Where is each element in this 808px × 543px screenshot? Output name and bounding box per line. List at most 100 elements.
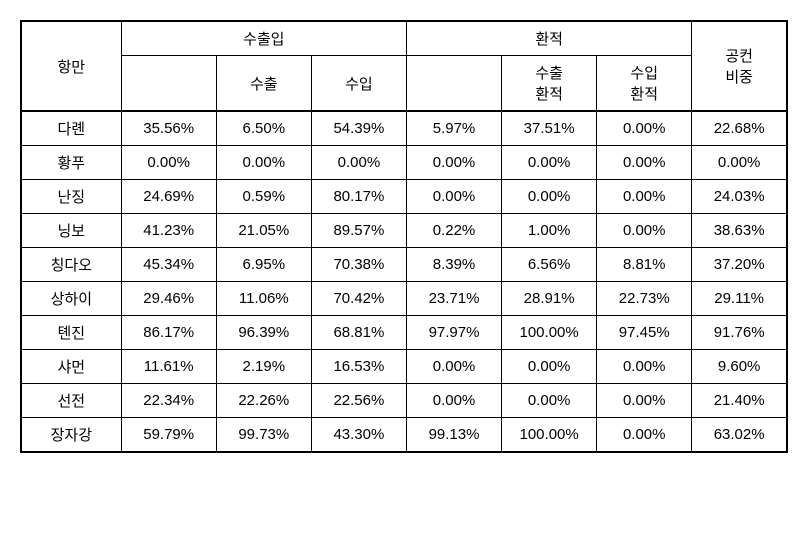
cell-exp-imp: 0.00%: [121, 146, 216, 180]
cell-export: 0.00%: [216, 146, 311, 180]
cell-import: 22.56%: [311, 384, 406, 418]
cell-port: 난징: [21, 180, 121, 214]
cell-port: 샤먼: [21, 350, 121, 384]
cell-ts-exp: 37.51%: [502, 111, 597, 146]
cell-ts: 0.00%: [406, 384, 501, 418]
cell-ts-imp: 0.00%: [597, 350, 692, 384]
cell-import: 16.53%: [311, 350, 406, 384]
cell-exp-imp: 35.56%: [121, 111, 216, 146]
table-row: 샤먼11.61%2.19%16.53%0.00%0.00%0.00%9.60%: [21, 350, 787, 384]
cell-port: 칭다오: [21, 248, 121, 282]
cell-port: 다롄: [21, 111, 121, 146]
cell-exp-imp: 41.23%: [121, 214, 216, 248]
cell-import: 68.81%: [311, 316, 406, 350]
cell-ts-imp: 22.73%: [597, 282, 692, 316]
cell-ts: 8.39%: [406, 248, 501, 282]
cell-port: 톈진: [21, 316, 121, 350]
cell-port: 상하이: [21, 282, 121, 316]
cell-import: 54.39%: [311, 111, 406, 146]
cell-ts: 0.22%: [406, 214, 501, 248]
table-body: 다롄35.56%6.50%54.39%5.97%37.51%0.00%22.68…: [21, 111, 787, 452]
header-ts-imp-line1: 수입: [630, 65, 658, 82]
cell-ts-imp: 0.00%: [597, 111, 692, 146]
cell-export: 6.50%: [216, 111, 311, 146]
cell-empty: 91.76%: [692, 316, 787, 350]
cell-exp-imp: 24.69%: [121, 180, 216, 214]
cell-exp-imp: 86.17%: [121, 316, 216, 350]
cell-exp-imp: 11.61%: [121, 350, 216, 384]
header-ts-exp-line1: 수출: [535, 65, 563, 82]
cell-export: 2.19%: [216, 350, 311, 384]
header-ts-sub: [406, 56, 501, 112]
cell-ts: 5.97%: [406, 111, 501, 146]
table-header: 항만 수출입 환적 공컨비중 수출 수입 수출환적 수입환적: [21, 21, 787, 111]
port-statistics-table: 항만 수출입 환적 공컨비중 수출 수입 수출환적 수입환적 다롄35.56%6…: [20, 20, 788, 453]
header-port: 항만: [21, 21, 121, 111]
table-row: 톈진86.17%96.39%68.81%97.97%100.00%97.45%9…: [21, 316, 787, 350]
cell-empty: 37.20%: [692, 248, 787, 282]
cell-empty: 9.60%: [692, 350, 787, 384]
cell-port: 선전: [21, 384, 121, 418]
cell-empty: 24.03%: [692, 180, 787, 214]
header-import: 수입: [311, 56, 406, 112]
cell-import: 80.17%: [311, 180, 406, 214]
cell-ts-imp: 0.00%: [597, 180, 692, 214]
cell-ts-imp: 0.00%: [597, 146, 692, 180]
header-export-import: 수출입: [121, 21, 406, 56]
cell-export: 0.59%: [216, 180, 311, 214]
cell-ts-exp: 6.56%: [502, 248, 597, 282]
header-empty-line1: 공컨: [725, 48, 753, 65]
cell-ts-exp: 100.00%: [502, 418, 597, 453]
cell-ts-imp: 0.00%: [597, 418, 692, 453]
table-row: 선전22.34%22.26%22.56%0.00%0.00%0.00%21.40…: [21, 384, 787, 418]
cell-export: 96.39%: [216, 316, 311, 350]
cell-ts-exp: 0.00%: [502, 180, 597, 214]
cell-ts: 97.97%: [406, 316, 501, 350]
cell-exp-imp: 22.34%: [121, 384, 216, 418]
cell-empty: 22.68%: [692, 111, 787, 146]
cell-ts-exp: 0.00%: [502, 384, 597, 418]
header-export: 수출: [216, 56, 311, 112]
cell-ts-imp: 0.00%: [597, 214, 692, 248]
header-exp-imp-sub: [121, 56, 216, 112]
cell-import: 70.42%: [311, 282, 406, 316]
cell-ts: 0.00%: [406, 350, 501, 384]
cell-ts-exp: 100.00%: [502, 316, 597, 350]
cell-ts: 0.00%: [406, 180, 501, 214]
cell-export: 6.95%: [216, 248, 311, 282]
header-ts-imp-line2: 환적: [630, 86, 658, 103]
header-ts-export: 수출환적: [502, 56, 597, 112]
header-transshipment: 환적: [406, 21, 691, 56]
header-ts-exp-line2: 환적: [535, 86, 563, 103]
cell-exp-imp: 29.46%: [121, 282, 216, 316]
cell-port: 황푸: [21, 146, 121, 180]
cell-ts-exp: 1.00%: [502, 214, 597, 248]
cell-empty: 38.63%: [692, 214, 787, 248]
cell-export: 21.05%: [216, 214, 311, 248]
cell-port: 장자강: [21, 418, 121, 453]
cell-empty: 29.11%: [692, 282, 787, 316]
table-row: 난징24.69%0.59%80.17%0.00%0.00%0.00%24.03%: [21, 180, 787, 214]
cell-empty: 0.00%: [692, 146, 787, 180]
header-row-2: 수출 수입 수출환적 수입환적: [21, 56, 787, 112]
cell-ts-imp: 97.45%: [597, 316, 692, 350]
cell-exp-imp: 45.34%: [121, 248, 216, 282]
cell-import: 70.38%: [311, 248, 406, 282]
cell-exp-imp: 59.79%: [121, 418, 216, 453]
cell-ts: 99.13%: [406, 418, 501, 453]
table-row: 황푸0.00%0.00%0.00%0.00%0.00%0.00%0.00%: [21, 146, 787, 180]
cell-export: 11.06%: [216, 282, 311, 316]
table-row: 닝보41.23%21.05%89.57%0.22%1.00%0.00%38.63…: [21, 214, 787, 248]
header-empty-ratio: 공컨비중: [692, 21, 787, 111]
table-row: 상하이29.46%11.06%70.42%23.71%28.91%22.73%2…: [21, 282, 787, 316]
cell-empty: 63.02%: [692, 418, 787, 453]
cell-ts-imp: 8.81%: [597, 248, 692, 282]
cell-port: 닝보: [21, 214, 121, 248]
cell-ts-exp: 28.91%: [502, 282, 597, 316]
cell-export: 99.73%: [216, 418, 311, 453]
cell-import: 89.57%: [311, 214, 406, 248]
table-row: 다롄35.56%6.50%54.39%5.97%37.51%0.00%22.68…: [21, 111, 787, 146]
header-empty-line2: 비중: [725, 69, 753, 86]
cell-ts-imp: 0.00%: [597, 384, 692, 418]
cell-ts: 23.71%: [406, 282, 501, 316]
